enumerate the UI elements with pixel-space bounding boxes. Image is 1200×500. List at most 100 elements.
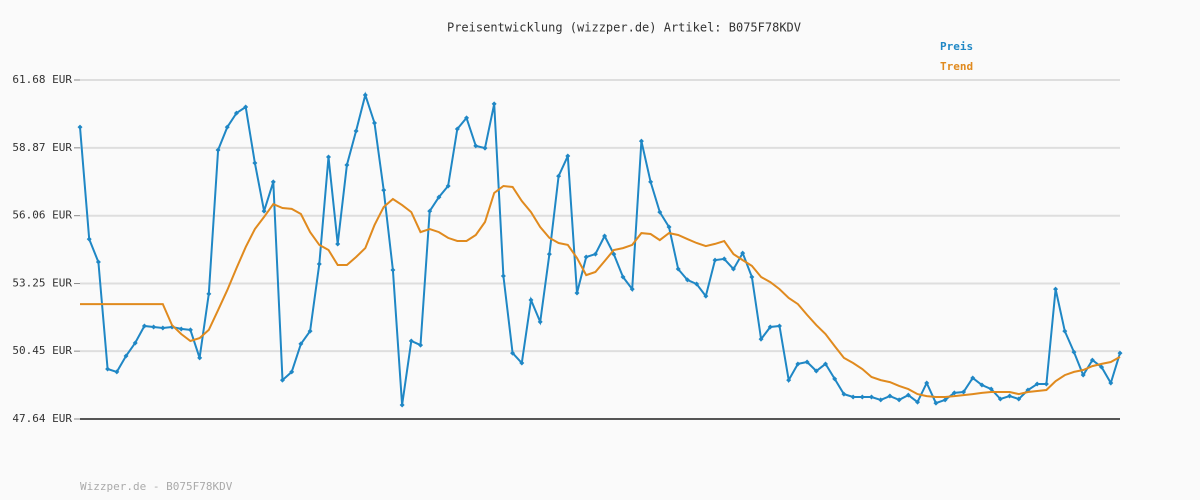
data-point	[381, 187, 387, 193]
data-point	[997, 396, 1003, 402]
data-point	[1117, 350, 1123, 356]
data-point	[915, 399, 921, 405]
data-point	[813, 368, 819, 374]
y-tick-label: 56.06 EUR	[12, 209, 72, 222]
data-point	[620, 274, 626, 280]
data-point	[491, 101, 497, 107]
data-point	[105, 366, 111, 372]
data-point	[583, 254, 589, 260]
data-point	[1053, 286, 1059, 292]
source-note: Wizzper.de - B075F78KDV	[80, 480, 233, 493]
data-point	[114, 369, 120, 375]
data-point	[160, 325, 166, 331]
data-point	[896, 397, 902, 403]
data-point	[942, 397, 948, 403]
data-point	[399, 402, 405, 408]
data-point	[141, 323, 147, 329]
y-tick-label: 50.45 EUR	[12, 344, 72, 357]
data-point	[482, 145, 488, 151]
data-point	[546, 251, 552, 257]
data-point	[638, 138, 644, 144]
data-point	[951, 390, 957, 396]
data-point	[970, 375, 976, 381]
data-point	[123, 353, 129, 359]
data-point	[454, 126, 460, 132]
data-point	[353, 128, 359, 134]
data-point	[197, 355, 203, 361]
data-point	[215, 147, 221, 153]
data-point	[804, 359, 810, 365]
data-point	[979, 382, 985, 388]
data-point	[298, 341, 304, 347]
data-point	[712, 257, 718, 263]
data-point	[528, 297, 534, 303]
data-point	[924, 380, 930, 386]
data-point	[1108, 380, 1114, 386]
series-line	[79, 91, 1121, 406]
data-point	[289, 369, 295, 375]
data-point	[270, 179, 276, 185]
data-point	[1043, 381, 1049, 387]
data-point	[703, 293, 709, 299]
data-point	[344, 162, 350, 168]
data-point	[95, 259, 101, 265]
data-point	[86, 236, 92, 242]
data-point	[905, 392, 911, 398]
data-point	[961, 389, 967, 395]
data-point	[233, 110, 239, 116]
data-point	[445, 183, 451, 189]
data-point	[224, 124, 230, 130]
data-point	[988, 386, 994, 392]
data-point	[869, 394, 875, 400]
data-point	[565, 153, 571, 159]
data-point	[1007, 393, 1013, 399]
data-point	[721, 256, 727, 262]
data-point	[850, 394, 856, 400]
data-point	[786, 377, 792, 383]
data-point	[767, 324, 773, 330]
data-point	[859, 394, 865, 400]
data-point	[243, 104, 249, 110]
series-line	[80, 184, 1121, 398]
y-tick-label: 53.25 EUR	[12, 277, 72, 290]
data-point	[500, 273, 506, 279]
chart-title: Preisentwicklung (wizzper.de) Artikel: B…	[447, 21, 801, 35]
data-point	[261, 208, 267, 214]
y-tick-label: 47.64 EUR	[12, 412, 72, 425]
data-point	[187, 327, 193, 333]
data-point	[1080, 372, 1086, 378]
legend-entry: Trend	[940, 60, 973, 73]
data-point	[1016, 396, 1022, 402]
data-point	[436, 194, 442, 200]
data-point	[556, 173, 562, 179]
data-point	[335, 241, 341, 247]
data-point	[206, 291, 212, 297]
data-point	[675, 266, 681, 272]
data-point	[629, 286, 635, 292]
data-point	[574, 290, 580, 296]
data-point	[1062, 328, 1068, 334]
data-point	[795, 361, 801, 367]
data-point	[362, 92, 368, 98]
data-point	[510, 350, 516, 356]
data-point	[694, 281, 700, 287]
data-point	[151, 324, 157, 330]
data-point	[684, 277, 690, 283]
data-point	[537, 319, 543, 325]
data-point	[464, 115, 470, 121]
data-point	[841, 391, 847, 397]
data-point	[132, 340, 138, 346]
data-point	[878, 397, 884, 403]
data-point	[279, 377, 285, 383]
data-point	[730, 266, 736, 272]
data-point	[776, 323, 782, 329]
legend-entry: Preis	[940, 40, 973, 53]
y-tick-label: 61.68 EUR	[12, 73, 72, 86]
data-point	[666, 224, 672, 230]
data-point	[602, 233, 608, 239]
data-point	[933, 400, 939, 406]
data-point	[473, 143, 479, 149]
data-point	[887, 393, 893, 399]
data-point	[316, 261, 322, 267]
